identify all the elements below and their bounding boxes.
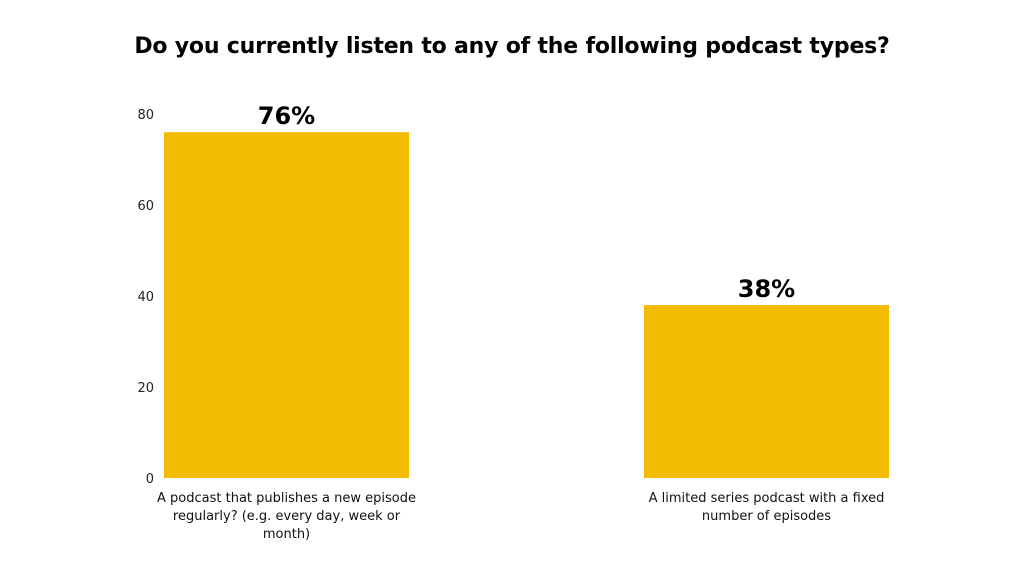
y-tick-label: 40 <box>137 290 154 305</box>
category-label: A limited series podcast with a fixed nu… <box>648 491 885 524</box>
y-tick-label: 20 <box>137 381 154 396</box>
bar-value-label: 38% <box>738 275 795 303</box>
category-label: A podcast that publishes a new episode r… <box>157 491 416 542</box>
y-tick-label: 60 <box>137 199 154 214</box>
value-labels: 76% 38% <box>258 102 795 303</box>
y-tick-label: 80 <box>137 108 154 123</box>
y-tick-label: 0 <box>146 472 154 487</box>
bar <box>164 132 409 478</box>
bars <box>164 132 889 478</box>
chart-title: Do you currently listen to any of the fo… <box>134 34 890 59</box>
y-axis-ticks: 0 20 40 60 80 <box>137 108 154 487</box>
bar <box>644 305 889 478</box>
bar-value-label: 76% <box>258 102 315 130</box>
